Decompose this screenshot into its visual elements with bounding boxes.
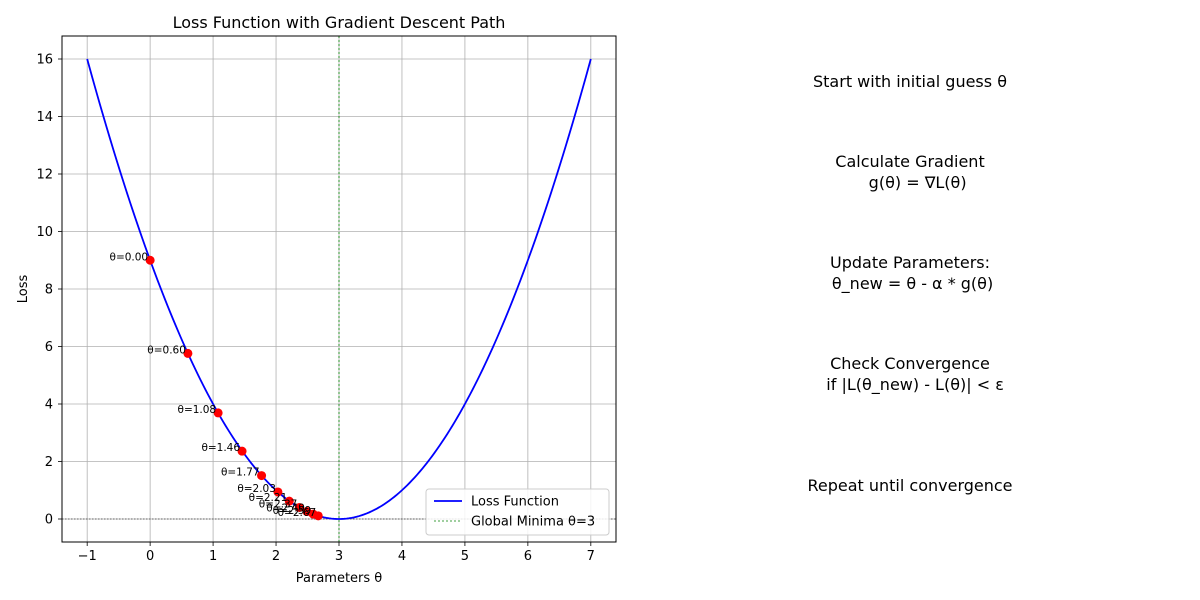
path-point-label: θ=2.37	[259, 499, 298, 511]
step-start: Start with initial guess θ	[813, 72, 1007, 91]
x-tick-label: 4	[398, 549, 406, 564]
y-tick-label: 12	[36, 168, 53, 183]
path-point-label: θ=1.77	[221, 467, 260, 479]
y-tick-label: 10	[36, 225, 53, 240]
y-axis-label: Loss	[16, 275, 31, 304]
gradient-path-points	[145, 255, 323, 521]
y-tick-label: 4	[45, 398, 53, 413]
path-point	[145, 255, 155, 265]
x-tick-label: 5	[461, 549, 469, 564]
step-convergence: Check Convergence if |L(θ_new) - L(θ)| <…	[826, 354, 1004, 394]
x-tick-label: 3	[335, 549, 343, 564]
x-tick-label: 6	[524, 549, 532, 564]
path-point-label: θ=1.46	[201, 442, 240, 454]
legend-box	[425, 488, 610, 536]
x-tick-label: 7	[587, 549, 595, 564]
path-point	[313, 511, 323, 521]
path-point-label: θ=2.59	[273, 505, 312, 517]
gradient-path-labels: θ=0.00θ=0.60θ=1.08θ=1.46θ=1.77θ=2.03θ=2.…	[110, 251, 317, 519]
path-point	[273, 487, 283, 497]
x-axis: −1 0 1 2 3 4 5 6 7	[78, 542, 595, 564]
path-point	[294, 503, 304, 512]
path-point-label: θ=2.21	[249, 492, 288, 504]
y-tick-label: 8	[45, 283, 53, 298]
step-repeat: Repeat until convergence	[807, 476, 1013, 495]
x-axis-label: Parameters θ	[296, 571, 383, 586]
path-point	[213, 408, 223, 418]
legend: Loss Function Global Minima θ=3	[425, 488, 610, 536]
path-point-label: θ=1.08	[178, 404, 217, 416]
y-tick-label: 2	[45, 455, 53, 470]
x-tick-label: 2	[272, 549, 280, 564]
y-tick-label: 0	[45, 513, 53, 528]
path-point-label: θ=2.03	[237, 483, 276, 495]
x-tick-label: 1	[209, 549, 217, 564]
path-point	[284, 496, 294, 506]
loss-curve	[86, 58, 592, 520]
x-tick-label: −1	[78, 549, 97, 564]
legend-minima-label: Global Minima θ=3	[471, 515, 595, 530]
step-update: Update Parameters: θ_new = θ - α * g(θ)	[830, 253, 994, 293]
path-point	[183, 348, 193, 358]
x-tick-label: 0	[146, 549, 154, 564]
y-tick-label: 14	[36, 110, 53, 125]
path-point-label: θ=0.00	[110, 251, 149, 263]
y-tick-label: 6	[45, 340, 53, 355]
chart-title: Loss Function with Gradient Descent Path	[173, 13, 506, 32]
path-point-label: θ=2.67	[278, 507, 317, 519]
path-point	[237, 446, 247, 456]
path-point-label: θ=2.49	[266, 503, 305, 515]
path-point-label: θ=0.60	[147, 344, 186, 356]
y-tick-label: 16	[36, 53, 53, 68]
step-gradient: Calculate Gradient g(θ) = ∇L(θ)	[835, 152, 985, 192]
y-axis: 0 2 4 6 8 10 12 14 16	[36, 53, 62, 528]
legend-loss-label: Loss Function	[471, 495, 559, 510]
path-point	[257, 471, 267, 481]
